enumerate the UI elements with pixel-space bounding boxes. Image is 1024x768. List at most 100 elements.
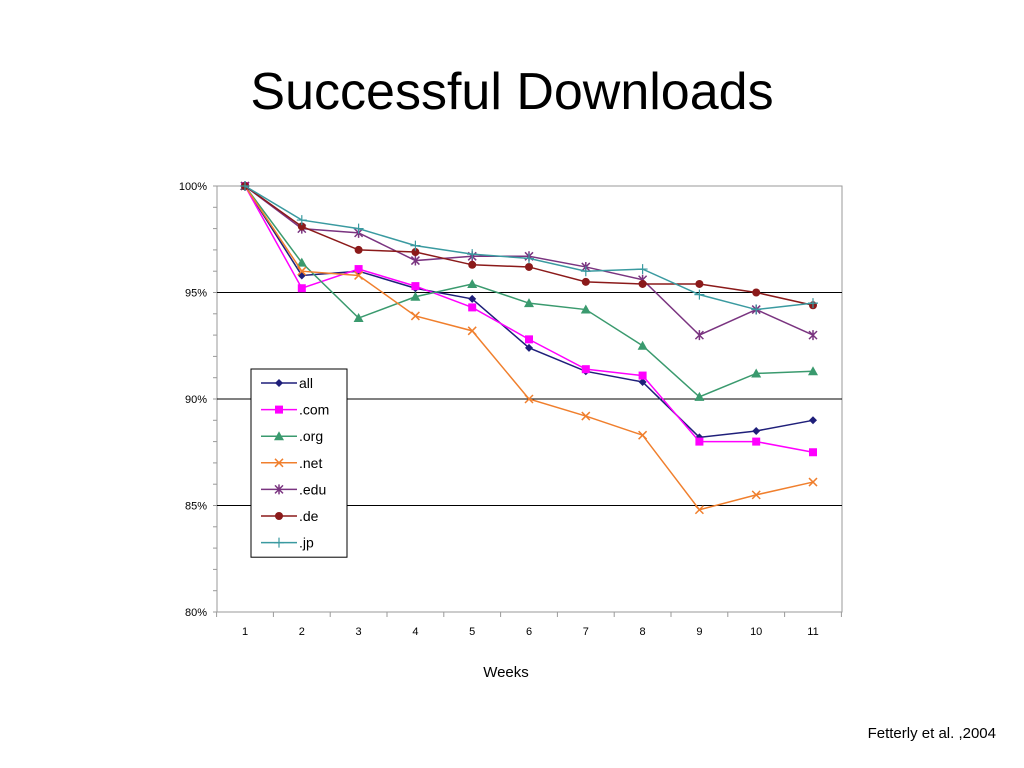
legend-marker [274,484,284,495]
legend-label: .jp [299,535,314,551]
data-point-org [410,291,421,301]
citation: Fetterly et al. ,2004 [867,725,996,742]
legend-label: .org [299,428,323,444]
y-tick-label: 90% [185,394,207,406]
data-point-org [580,304,591,314]
data-point-jp [580,266,591,277]
y-tick-label: 80% [185,607,207,619]
data-point-org [296,257,307,267]
legend-marker [275,379,283,387]
data-point-com [354,265,363,274]
data-point-org [524,298,534,308]
data-point-net [354,270,364,280]
data-point-edu [808,330,818,341]
data-point-org [353,313,364,323]
x-tick-label: 4 [412,626,418,638]
data-point-org [808,366,818,376]
data-point-com [809,448,817,457]
data-point-com [297,284,306,293]
series-jp [240,181,818,315]
series-net [240,181,818,515]
legend-item-org: .org [261,428,323,444]
data-point-jp [694,289,705,300]
x-axis-label: Weeks [483,664,529,681]
data-point-jp [410,240,421,251]
data-point-edu [410,255,420,266]
data-point-net [751,490,761,500]
data-point-net [694,505,704,515]
data-point-net [581,411,591,421]
data-point-de [695,279,704,288]
data-point-de [411,248,420,257]
data-point-de [468,260,477,269]
data-point-org [467,278,478,288]
data-point-com [468,303,477,312]
data-point-jp [637,264,648,275]
data-point-jp [808,298,818,309]
legend-item-edu: .edu [261,481,326,497]
series-layer [240,181,818,515]
series-de [241,182,817,310]
data-point-jp [467,249,478,260]
data-point-com [581,365,590,374]
legend-marker [275,512,283,520]
data-point-edu [694,330,704,341]
data-point-jp [751,304,762,315]
legend-label: .com [299,402,329,418]
data-point-de [581,277,590,286]
legend-marker [274,431,284,441]
data-point-net [297,266,307,276]
legend: all .com .org .net .edu .de .jp [250,368,348,558]
x-tick-label: 11 [807,626,818,638]
series-org [240,181,818,401]
data-point-jp [353,223,364,234]
x-tick-label: 9 [696,626,702,638]
slide-title: Successful Downloads [250,63,774,121]
legend-item-all: all [261,375,313,391]
x-tick-label: 2 [299,626,305,638]
legend-item-net: .net [261,455,322,471]
data-point-com [752,437,761,446]
data-point-all [809,416,817,425]
data-point-org [637,340,648,350]
x-tick-label: 6 [526,626,532,638]
legend-marker [274,458,284,468]
legend-label: .de [299,508,319,524]
x-tick-label: 10 [750,626,762,638]
x-axis: 1 2 3 4 5 6 7 8 9 10 11 [216,612,842,638]
y-axis: 80% 85% 90% 95% 100% [179,181,217,619]
data-point-org [751,368,762,378]
legend-item-de: .de [261,508,319,524]
legend-marker [275,405,283,414]
data-point-net [524,394,534,404]
data-point-de [354,245,363,254]
data-point-org [694,391,705,401]
data-point-de [752,288,761,297]
data-point-all [525,343,533,352]
data-point-de [297,222,306,231]
legend-item-jp: .jp [261,535,314,551]
legend-label: .net [299,455,322,471]
y-tick-label: 95% [185,288,207,300]
x-tick-label: 1 [242,626,248,638]
data-point-net [638,430,648,440]
x-tick-label: 3 [356,626,362,638]
data-point-net [808,477,818,487]
data-point-jp [240,181,250,191]
data-point-com [638,371,647,380]
data-point-jp [524,253,534,264]
data-point-all [752,426,761,435]
data-point-all [468,294,477,303]
legend-label: all [299,375,313,391]
y-tick-label: 100% [179,181,207,193]
legend-label: .edu [299,481,326,497]
legend-marker [274,537,284,548]
data-point-com [695,437,704,446]
x-tick-label: 7 [583,626,589,638]
data-point-de [638,279,647,288]
data-point-de [525,262,533,271]
data-point-net [410,311,420,321]
data-point-com [411,282,420,291]
legend-item-com: .com [261,402,329,418]
